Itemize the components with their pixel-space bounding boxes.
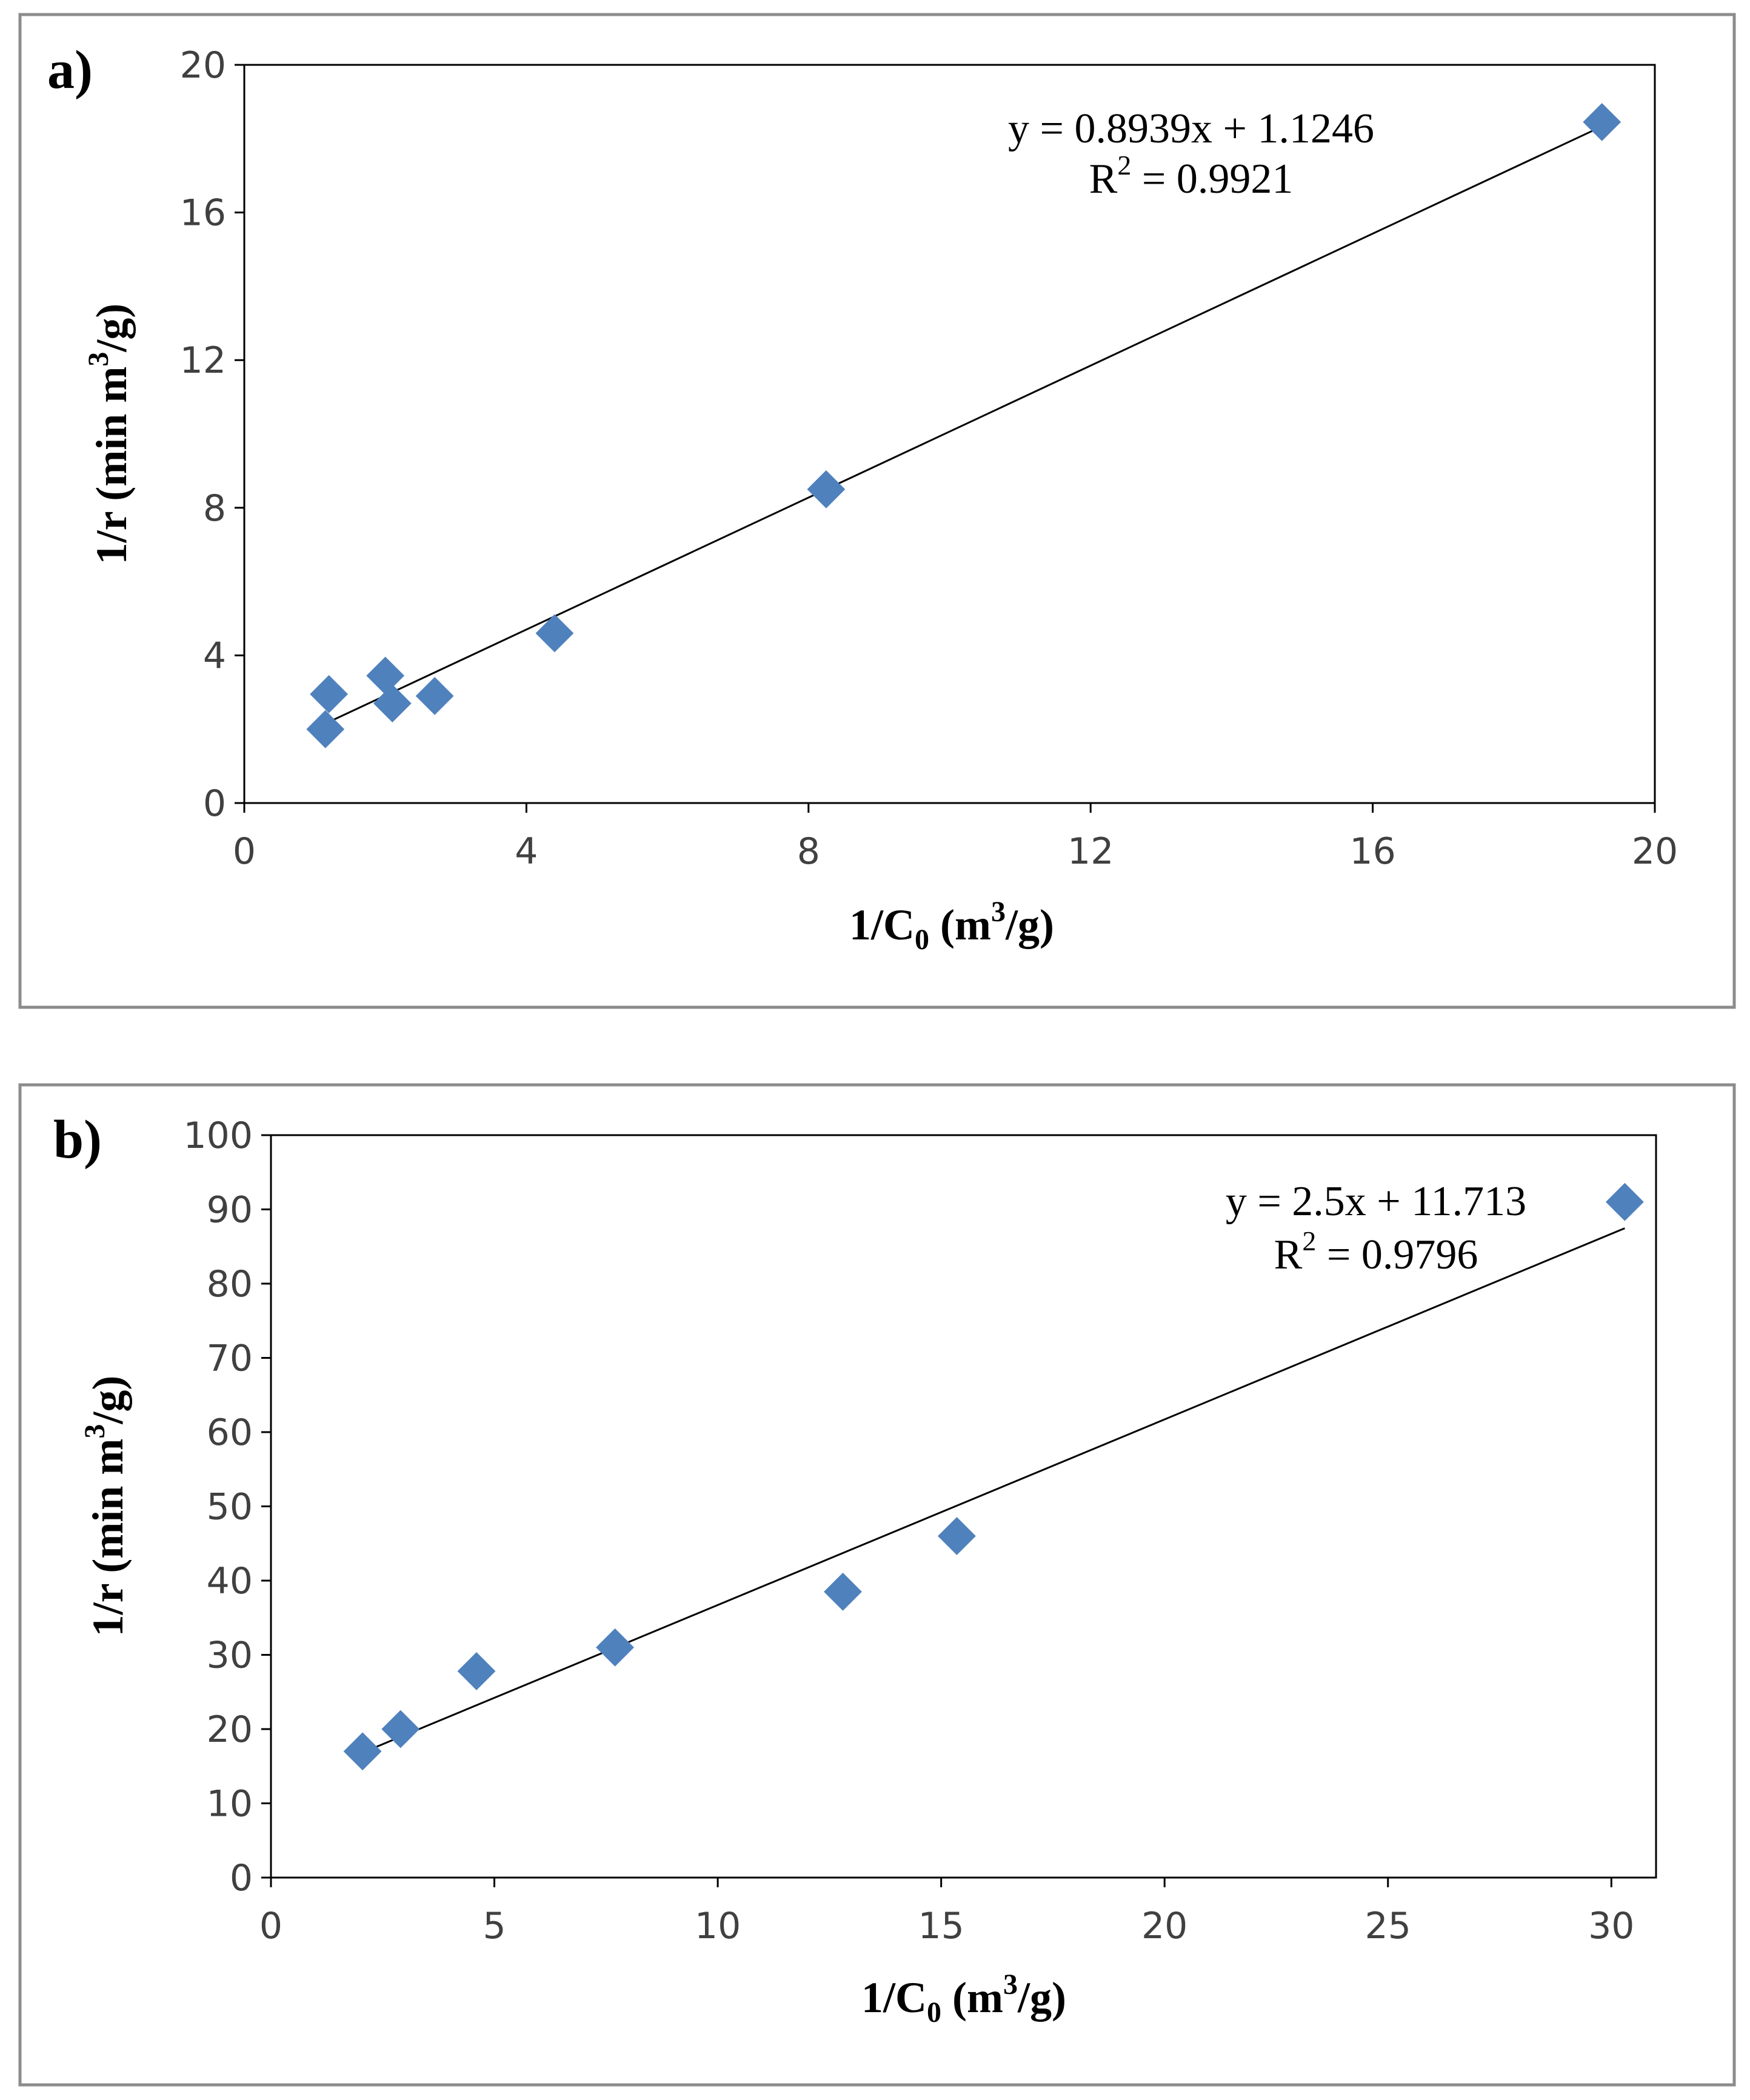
panel-a-y-tick-label-1: 4	[203, 635, 226, 677]
panel-a-label: a)	[47, 40, 93, 100]
panel-a-y-tick-label-2: 8	[203, 487, 226, 530]
panel-b-y-tick-label-4: 40	[207, 1560, 253, 1602]
panel-a-r2-value: = 0.9921	[1131, 156, 1293, 202]
panel-b-r2-symbol: R	[1274, 1232, 1303, 1278]
panel-b-x-tick-label-2: 10	[695, 1905, 741, 1947]
panel-b-y-tick-label-7: 70	[207, 1338, 253, 1380]
panel-a-data-point-4	[415, 676, 454, 715]
panel-b-x-ticks: 0 5 10 15 20 25 30	[259, 1878, 1634, 1947]
panel-b-y-tick-label-1: 10	[207, 1783, 253, 1825]
panel-a-x-tick-label-3: 12	[1067, 830, 1114, 873]
panel-a-data-point-6	[807, 470, 846, 508]
panel-a-xlabel-main: 1/C	[849, 901, 915, 949]
panel-b-trendline	[362, 1227, 1625, 1754]
panel-a-y-tick-label-0: 0	[203, 782, 226, 825]
panel-a-r2-superscript: 2	[1117, 150, 1131, 181]
panel-b-x-tick-label-6: 30	[1588, 1905, 1634, 1947]
panel-a-data-point-1	[310, 675, 349, 713]
panel-b-y-tick-label-6: 60	[207, 1412, 253, 1454]
panel-a-ylabel-main: 1/r (min m	[87, 367, 136, 565]
panel-b-frame	[18, 1083, 1736, 2087]
panel-a-points	[306, 102, 1621, 748]
panel-b-y-tick-label-8: 80	[207, 1263, 253, 1305]
panel-b-points	[343, 1182, 1644, 1771]
panel-a-xlabel-post: /g)	[1005, 901, 1054, 949]
panel-b-data-point-0	[343, 1732, 382, 1771]
panel-a-y-axis-title: 1/r (min m3/g)	[82, 304, 136, 565]
panel-a-x-tick-label-1: 4	[515, 830, 538, 873]
panel-b-y-tick-label-9: 90	[207, 1189, 253, 1232]
panel-b-data-point-1	[381, 1710, 420, 1748]
panel-b-xlabel-sup: 3	[1003, 1968, 1018, 2001]
panel-a-data-point-3	[373, 684, 412, 722]
panel-b-y-tick-label-10: 100	[183, 1115, 253, 1157]
panel-b-r2-value: = 0.9796	[1316, 1232, 1478, 1278]
panel-a-equation: y = 0.8939x + 1.1246	[1008, 105, 1374, 152]
panel-b-data-point-6	[1605, 1182, 1644, 1221]
panel-b-x-tick-label-5: 25	[1365, 1905, 1411, 1947]
panel-b-xlabel-post: /g)	[1017, 1973, 1066, 2022]
panel-b-data-point-4	[824, 1572, 862, 1611]
panel-b-x-tick-label-0: 0	[259, 1905, 282, 1947]
panel-b-xlabel-pre: (m	[941, 1973, 1003, 2022]
panel-b-ylabel-main: 1/r (min m	[84, 1439, 132, 1637]
panel-a-trendline	[325, 125, 1603, 725]
panel-a-x-tick-label-4: 16	[1349, 830, 1395, 873]
panel-b-xlabel-main: 1/C	[861, 1973, 927, 2022]
panel-a-plot-area	[243, 64, 1656, 804]
panel-a-xlabel-pre: (m	[929, 901, 991, 949]
panel-b-ylabel-sup: 3	[79, 1424, 111, 1439]
panel-a-xlabel-sup: 3	[991, 896, 1006, 928]
panel-a-y-tick-label-4: 16	[180, 192, 226, 235]
panel-b-r2-superscript: 2	[1302, 1225, 1316, 1256]
panel-a-r2-symbol: R	[1089, 156, 1118, 202]
panel-b-data-point-2	[457, 1652, 496, 1690]
panel-b-data-point-5	[938, 1517, 976, 1555]
panel-b-xlabel-sub: 0	[927, 1996, 941, 2028]
panel-a-frame	[18, 13, 1736, 1009]
panel-b-ylabel-post: /g)	[84, 1376, 132, 1425]
panel-a-x-tick-label-0: 0	[233, 830, 256, 873]
panel-a-y-ticks: 0 4 8 12 16 20	[180, 44, 244, 825]
panel-b-label: b)	[53, 1110, 102, 1170]
panel-b-y-tick-label-5: 50	[207, 1486, 253, 1528]
panel-a-x-tick-label-2: 8	[797, 830, 820, 873]
panel-a-y-tick-label-3: 12	[180, 339, 226, 382]
panel-b-y-tick-label-0: 0	[230, 1857, 253, 1899]
panel-b-data-point-3	[596, 1628, 634, 1667]
panel-b-y-ticks: 0 10 20 30 40 50 60 70 80 90 100	[183, 1115, 271, 1899]
panel-a-r-squared: R2 = 0.9921	[1089, 150, 1294, 202]
panel-b-x-axis-title: 1/C0 (m3/g)	[861, 1968, 1066, 2028]
panel-b-y-axis-title: 1/r (min m3/g)	[79, 1376, 132, 1637]
panel-a-y-tick-label-5: 20	[180, 44, 226, 87]
panel-b-y-tick-label-2: 20	[207, 1708, 253, 1751]
panel-b-x-tick-label-3: 15	[918, 1905, 964, 1947]
panel-a-x-ticks: 0 4 8 12 16 20	[233, 803, 1678, 873]
panel-b-equation: y = 2.5x + 11.713	[1226, 1178, 1526, 1225]
panel-b-x-tick-label-4: 20	[1141, 1905, 1187, 1947]
panel-b-y-tick-label-3: 30	[207, 1635, 253, 1677]
panel-a-data-point-0	[306, 710, 345, 748]
panel-a-ylabel-sup: 3	[82, 352, 115, 367]
panel-b-x-tick-label-1: 5	[483, 1905, 506, 1947]
panel-a-x-axis-title: 1/C0 (m3/g)	[849, 896, 1054, 956]
panel-a-ylabel-post: /g)	[87, 304, 136, 353]
panel-a-x-tick-label-5: 20	[1632, 830, 1678, 873]
panel-a-xlabel-sub: 0	[915, 924, 929, 956]
panel-a-data-point-7	[1583, 102, 1621, 141]
panel-a-data-point-5	[535, 614, 574, 653]
panel-b-r-squared: R2 = 0.9796	[1274, 1225, 1478, 1278]
